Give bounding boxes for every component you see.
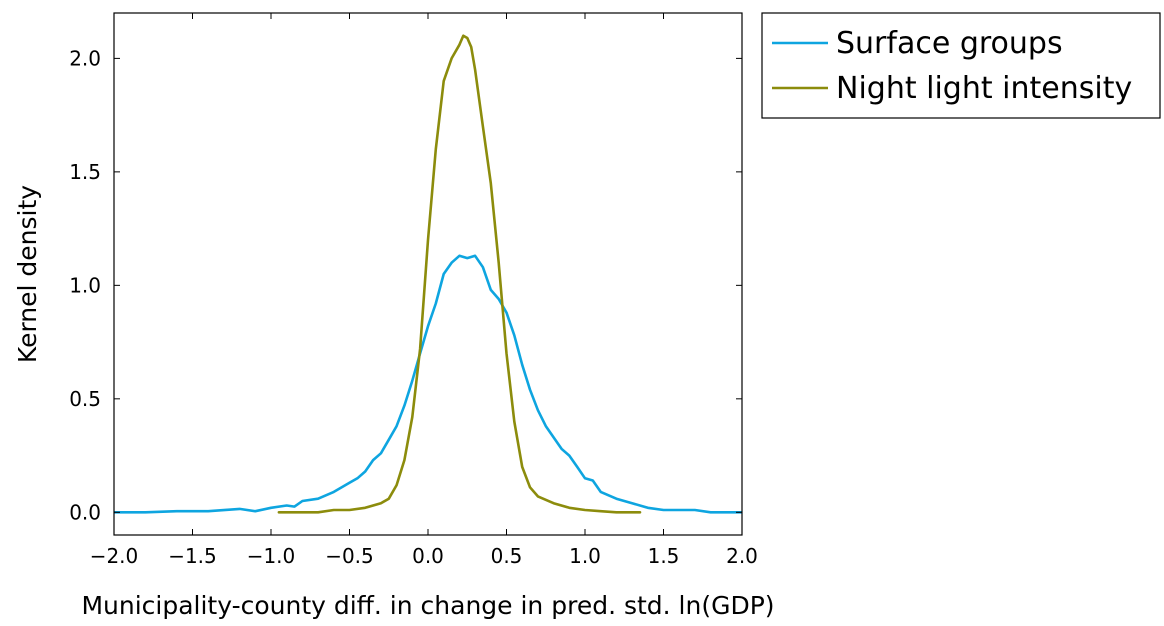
x-tick-label: −1.5 [168, 544, 217, 568]
x-tick-label: 1.0 [569, 544, 601, 568]
series-line-1 [114, 254, 742, 514]
axes-layer: −2.0 −1.5 −1.0 −0.5 0.0 0.5 1.0 1.5 2.0 0.0 0.5 1.0… [13, 12, 775, 620]
x-tick-label: −1.0 [247, 544, 296, 568]
y-tick-label: 1.5 [69, 160, 101, 184]
y-tick-label: 1.0 [69, 273, 101, 297]
x-tick-label: 1.5 [648, 544, 680, 568]
x-tick-label: −2.0 [90, 544, 139, 568]
x-tick-label: 0.0 [412, 544, 444, 568]
y-tick-label: 2.0 [69, 46, 101, 70]
x-tick-label: 0.5 [491, 544, 523, 568]
legend-label-2: Night light intensity [836, 71, 1132, 106]
legend-box [761, 12, 1161, 119]
legend: Surface groups Night light intensity [761, 12, 1161, 119]
x-axis-label: Municipality-county diff. in change in p… [81, 591, 774, 620]
y-tick-label: 0.5 [69, 387, 101, 411]
legend-label-1: Surface groups [836, 26, 1063, 61]
x-tick-label: −0.5 [325, 544, 374, 568]
series-line-2 [277, 34, 642, 514]
y-tick-label: 0.0 [69, 500, 101, 524]
series-layer [114, 34, 742, 514]
y-axis-label: Kernel density [13, 185, 42, 363]
x-tick-label: 2.0 [726, 544, 758, 568]
